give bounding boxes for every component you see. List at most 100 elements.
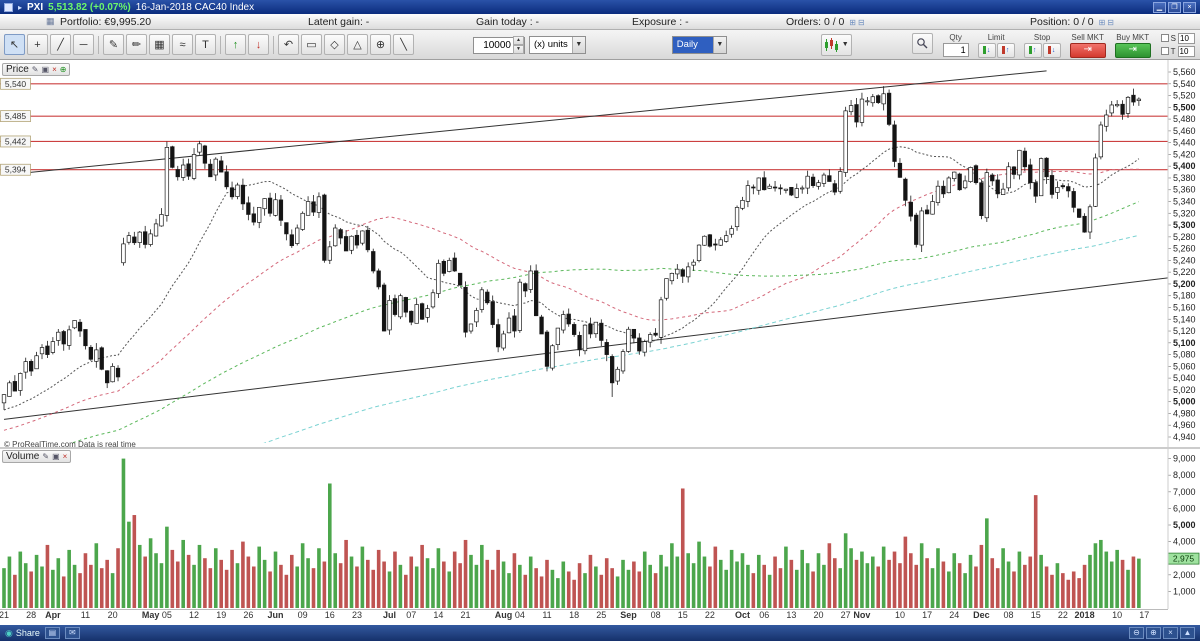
portfolio-icon: ▦ [46, 16, 55, 26]
polygon-tool-button[interactable]: ◇ [324, 34, 345, 55]
stop-value-input[interactable] [1178, 32, 1195, 44]
svg-text:21: 21 [0, 610, 9, 620]
pane-snapshot-icon[interactable]: ▣ [52, 451, 60, 461]
display-quantity-input[interactable] [473, 37, 525, 54]
price-volume-chart[interactable]: 5,540 5,485 5,442 5,394 5,560 5,540 5,5205,500… [0, 60, 1200, 625]
pencil-tool-button[interactable]: ✎ [103, 34, 124, 55]
undo-button[interactable]: ↶ [278, 34, 299, 55]
orders-label: Orders: [786, 16, 822, 28]
svg-text:5,120: 5,120 [1173, 326, 1196, 336]
target-value-input[interactable] [1177, 45, 1195, 57]
svg-text:8,000: 8,000 [1173, 470, 1196, 480]
pane-close-icon[interactable]: × [62, 451, 68, 461]
orders-history-icon[interactable]: ⊟ [858, 18, 865, 27]
svg-text:25: 25 [596, 610, 606, 620]
segment-tool-button[interactable]: ╲ [393, 34, 414, 55]
svg-text:04: 04 [515, 610, 525, 620]
svg-text:20: 20 [813, 610, 823, 620]
svg-text:Oct: Oct [735, 610, 750, 620]
rectangle-tool-button[interactable]: ▭ [301, 34, 322, 55]
timeframe-value: Daily [672, 36, 713, 53]
sell-arrow-tool-button[interactable]: ↓ [248, 34, 269, 55]
svg-text:5,160: 5,160 [1173, 302, 1196, 312]
pane-settings-icon[interactable]: ✎ [42, 451, 50, 461]
close-icon[interactable]: × [1183, 1, 1196, 13]
svg-text:17: 17 [922, 610, 932, 620]
position-label: Position: [1030, 16, 1071, 28]
pane-settings-icon[interactable]: ✎ [31, 64, 39, 74]
svg-text:15: 15 [1031, 610, 1041, 620]
svg-text:5,000: 5,000 [1173, 520, 1196, 530]
pane-snapshot-icon[interactable]: ▣ [41, 64, 50, 74]
svg-text:26: 26 [243, 610, 253, 620]
target-checkbox[interactable] [1160, 47, 1169, 55]
buy-arrow-tool-button[interactable]: ↑ [225, 34, 246, 55]
timeframe-select[interactable]: Daily ▼ [671, 35, 727, 54]
svg-text:5,540: 5,540 [1173, 79, 1196, 89]
buy-market-button[interactable]: ⇥ [1114, 42, 1151, 58]
units-select[interactable]: (x) units ▼ [529, 35, 586, 54]
maximize-icon[interactable]: ❐ [1168, 1, 1181, 13]
titlebar: ▸ PXI 5,513.82 (+0.07%) 16-Jan-2018 CAC4… [0, 0, 1200, 14]
zigzag-tool-button[interactable]: ≈ [172, 34, 193, 55]
svg-text:Nov: Nov [853, 610, 870, 620]
chart-style-button[interactable]: ▼ [820, 33, 852, 56]
quantity-down-icon[interactable]: ▼ [513, 45, 524, 54]
svg-text:5,320: 5,320 [1173, 208, 1196, 218]
green-candle-icon [982, 46, 986, 54]
sell-market-button[interactable]: ⇥ [1069, 42, 1106, 58]
buy-stop-button[interactable]: ↑ [1023, 42, 1042, 58]
minimize-icon[interactable]: ▁ [1153, 1, 1166, 13]
svg-text:5,020: 5,020 [1173, 385, 1196, 395]
chevron-down-icon[interactable]: ▼ [571, 36, 585, 53]
orders-list-icon[interactable]: ⊞ [849, 18, 856, 27]
position-history-icon[interactable]: ⊟ [1107, 18, 1114, 27]
text-tool-button[interactable]: T [195, 34, 216, 55]
collapse-icon[interactable]: ▲ [1180, 627, 1195, 639]
svg-text:Dec: Dec [973, 610, 990, 620]
share-label: Share [15, 628, 40, 638]
quantity-up-icon[interactable]: ▲ [513, 36, 524, 45]
svg-text:12: 12 [189, 610, 199, 620]
toolbar-divider [220, 35, 221, 54]
trendline-tool-button[interactable]: ╱ [50, 34, 71, 55]
triangle-tool-button[interactable]: △ [347, 34, 368, 55]
svg-text:22: 22 [1058, 610, 1068, 620]
chart-toolbar: ↖ + ╱ ─ ✎ ✏ ▦ ≈ T ↑ ↓ ↶ ▭ ◇ △ ⊕ ╲ ▲▼ (x)… [0, 30, 1200, 60]
pointer-tool-button[interactable]: ↖ [4, 34, 25, 55]
chevron-down-icon[interactable]: ▼ [712, 36, 726, 53]
share-button[interactable]: ◉ Share [5, 628, 40, 639]
pane-close-icon[interactable]: × [52, 64, 57, 74]
zoom-out-icon[interactable]: ⊖ [1129, 627, 1144, 639]
zoom-in-icon[interactable]: ⊕ [1146, 627, 1161, 639]
buy-market-label: Buy MKT [1116, 32, 1150, 42]
horizontal-line-tool-button[interactable]: ─ [73, 34, 94, 55]
pane-add-icon[interactable]: ⊕ [59, 64, 67, 74]
stop-checkbox[interactable] [1160, 34, 1169, 42]
magnifier-icon [916, 37, 928, 48]
add-indicator-button[interactable]: ⊕ [370, 34, 391, 55]
svg-text:5,394: 5,394 [5, 165, 27, 175]
svg-text:18: 18 [569, 610, 579, 620]
buy-limit-button[interactable]: ↓ [977, 42, 996, 58]
target-short-label: T [1170, 46, 1176, 56]
pen-tool-button[interactable]: ✏ [126, 34, 147, 55]
volume-pane-label: Volume [6, 451, 40, 462]
sell-stop-button[interactable]: ↓ [1042, 42, 1061, 58]
svg-text:5,040: 5,040 [1173, 373, 1196, 383]
crosshair-tool-button[interactable]: + [27, 34, 48, 55]
eraser-tool-button[interactable]: ▦ [149, 34, 170, 55]
order-search-icon[interactable] [911, 32, 933, 54]
svg-text:5,400: 5,400 [1173, 161, 1196, 171]
units-value: (x) units [534, 39, 568, 50]
workspace-icon[interactable]: ▤ [44, 627, 60, 639]
svg-text:08: 08 [1004, 610, 1014, 620]
svg-text:19: 19 [216, 610, 226, 620]
close-chart-icon[interactable]: × [1163, 627, 1178, 639]
mail-icon[interactable]: ✉ [64, 627, 80, 639]
trade-qty-input[interactable] [942, 42, 969, 57]
svg-text:09: 09 [298, 610, 308, 620]
instrument-symbol: PXI [27, 1, 44, 13]
sell-limit-button[interactable]: ↑ [996, 42, 1015, 58]
position-list-icon[interactable]: ⊞ [1098, 18, 1106, 27]
